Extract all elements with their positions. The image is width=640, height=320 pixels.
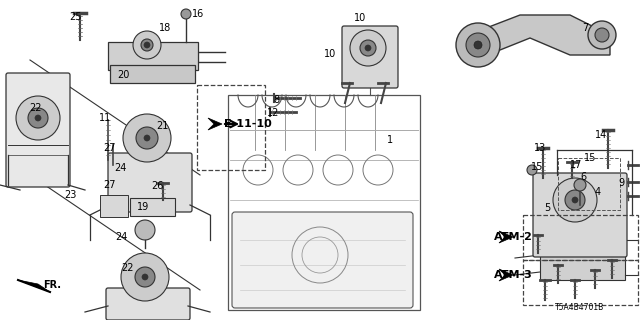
Text: FR.: FR. xyxy=(43,280,61,290)
Text: 21: 21 xyxy=(156,121,168,131)
Circle shape xyxy=(474,41,482,49)
Circle shape xyxy=(565,190,585,210)
Text: 19: 19 xyxy=(137,202,149,212)
Text: 15: 15 xyxy=(531,162,543,172)
FancyBboxPatch shape xyxy=(106,288,190,320)
Circle shape xyxy=(365,45,371,51)
Text: 26: 26 xyxy=(151,181,163,191)
Circle shape xyxy=(135,267,155,287)
Polygon shape xyxy=(499,269,513,281)
Circle shape xyxy=(553,178,597,222)
Bar xyxy=(228,95,420,310)
Text: 27: 27 xyxy=(104,180,116,190)
Text: 23: 23 xyxy=(64,190,76,200)
Text: 1: 1 xyxy=(387,135,393,145)
Bar xyxy=(197,85,265,170)
Text: 22: 22 xyxy=(29,103,41,113)
Text: E-11-10: E-11-10 xyxy=(224,119,272,129)
Circle shape xyxy=(456,23,500,67)
Text: 18: 18 xyxy=(159,23,171,33)
Text: ATM-3: ATM-3 xyxy=(493,270,532,280)
Polygon shape xyxy=(499,231,513,243)
Text: 20: 20 xyxy=(117,70,129,80)
Text: 8: 8 xyxy=(273,95,279,105)
Text: 10: 10 xyxy=(324,49,336,59)
Text: 25: 25 xyxy=(68,12,81,22)
Text: 24: 24 xyxy=(114,163,126,173)
Polygon shape xyxy=(208,118,222,130)
Circle shape xyxy=(572,197,578,203)
Bar xyxy=(558,158,620,210)
Text: 6: 6 xyxy=(580,172,586,182)
Polygon shape xyxy=(468,15,610,58)
Circle shape xyxy=(133,31,161,59)
Text: 17: 17 xyxy=(570,160,582,170)
Text: 16: 16 xyxy=(192,9,204,19)
FancyBboxPatch shape xyxy=(533,173,627,257)
Circle shape xyxy=(527,165,537,175)
Circle shape xyxy=(360,40,376,56)
Text: 22: 22 xyxy=(122,263,134,273)
Circle shape xyxy=(574,179,586,191)
Circle shape xyxy=(141,39,153,51)
Text: 11: 11 xyxy=(99,113,111,123)
Text: 10: 10 xyxy=(354,13,366,23)
Bar xyxy=(523,260,638,305)
Circle shape xyxy=(28,108,48,128)
FancyBboxPatch shape xyxy=(232,212,413,308)
Bar xyxy=(100,195,128,217)
Text: ATM-2: ATM-2 xyxy=(493,232,532,242)
Text: 15: 15 xyxy=(584,153,596,163)
Bar xyxy=(540,240,625,280)
FancyBboxPatch shape xyxy=(108,153,192,212)
Text: 27: 27 xyxy=(104,143,116,153)
Bar xyxy=(108,42,198,70)
Text: 13: 13 xyxy=(534,143,546,153)
Circle shape xyxy=(350,30,386,66)
Polygon shape xyxy=(18,280,50,292)
Circle shape xyxy=(35,115,41,121)
Text: 7: 7 xyxy=(582,23,588,33)
Circle shape xyxy=(466,33,490,57)
Circle shape xyxy=(144,42,150,48)
FancyBboxPatch shape xyxy=(342,26,398,88)
Circle shape xyxy=(136,127,158,149)
Text: 12: 12 xyxy=(267,108,279,118)
Circle shape xyxy=(16,96,60,140)
Bar xyxy=(110,65,195,83)
Circle shape xyxy=(142,274,148,280)
Text: 9: 9 xyxy=(618,178,624,188)
Circle shape xyxy=(135,220,155,240)
Circle shape xyxy=(181,9,191,19)
Circle shape xyxy=(588,21,616,49)
Circle shape xyxy=(123,114,171,162)
Text: 5: 5 xyxy=(544,203,550,213)
Text: 14: 14 xyxy=(595,130,607,140)
FancyBboxPatch shape xyxy=(6,73,70,187)
Bar xyxy=(523,215,638,260)
Circle shape xyxy=(595,28,609,42)
Circle shape xyxy=(121,253,169,301)
Text: 4: 4 xyxy=(595,187,601,197)
Text: T5A4B4701B: T5A4B4701B xyxy=(556,303,605,313)
Bar xyxy=(130,198,175,216)
Text: 24: 24 xyxy=(115,232,127,242)
Circle shape xyxy=(144,135,150,141)
